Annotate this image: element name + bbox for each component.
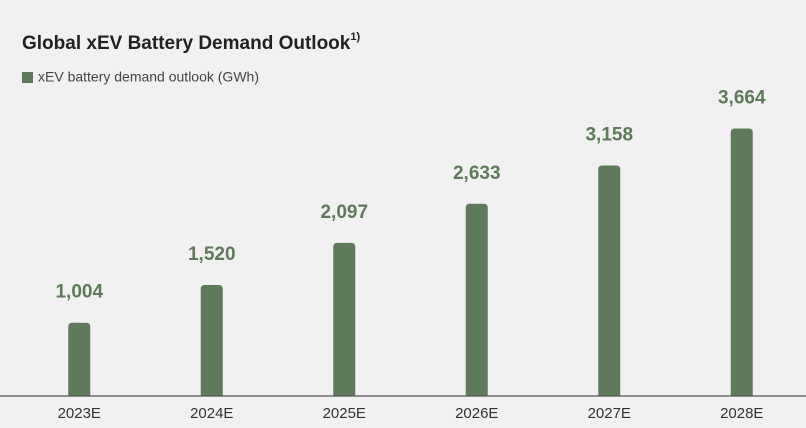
value-label: 2,097: [320, 202, 368, 223]
bar: [730, 128, 753, 396]
bar: [465, 203, 488, 396]
x-tick-label: 2028E: [720, 405, 763, 422]
value-label: 1,004: [55, 282, 103, 303]
x-tick-label: 2025E: [323, 405, 366, 422]
legend-label: xEV battery demand outlook (GWh): [38, 69, 259, 85]
x-tick-label: 2027E: [588, 405, 631, 422]
bar: [598, 165, 621, 396]
bar: [68, 322, 91, 396]
value-label: 3,158: [585, 124, 633, 145]
x-tick-label: 2024E: [190, 405, 233, 422]
bar: [200, 285, 223, 396]
x-tick-label: 2023E: [58, 405, 101, 422]
bar: [333, 242, 356, 396]
chart-title: Global xEV Battery Demand Outlook1): [22, 31, 360, 54]
value-label: 2,633: [453, 163, 501, 184]
value-label: 3,664: [718, 88, 766, 109]
chart-title-text: Global xEV Battery Demand Outlook: [22, 33, 351, 54]
legend-swatch: [22, 72, 33, 83]
title-superscript: 1): [350, 31, 360, 43]
x-tick-label: 2026E: [455, 405, 498, 422]
value-label: 1,520: [188, 244, 236, 265]
